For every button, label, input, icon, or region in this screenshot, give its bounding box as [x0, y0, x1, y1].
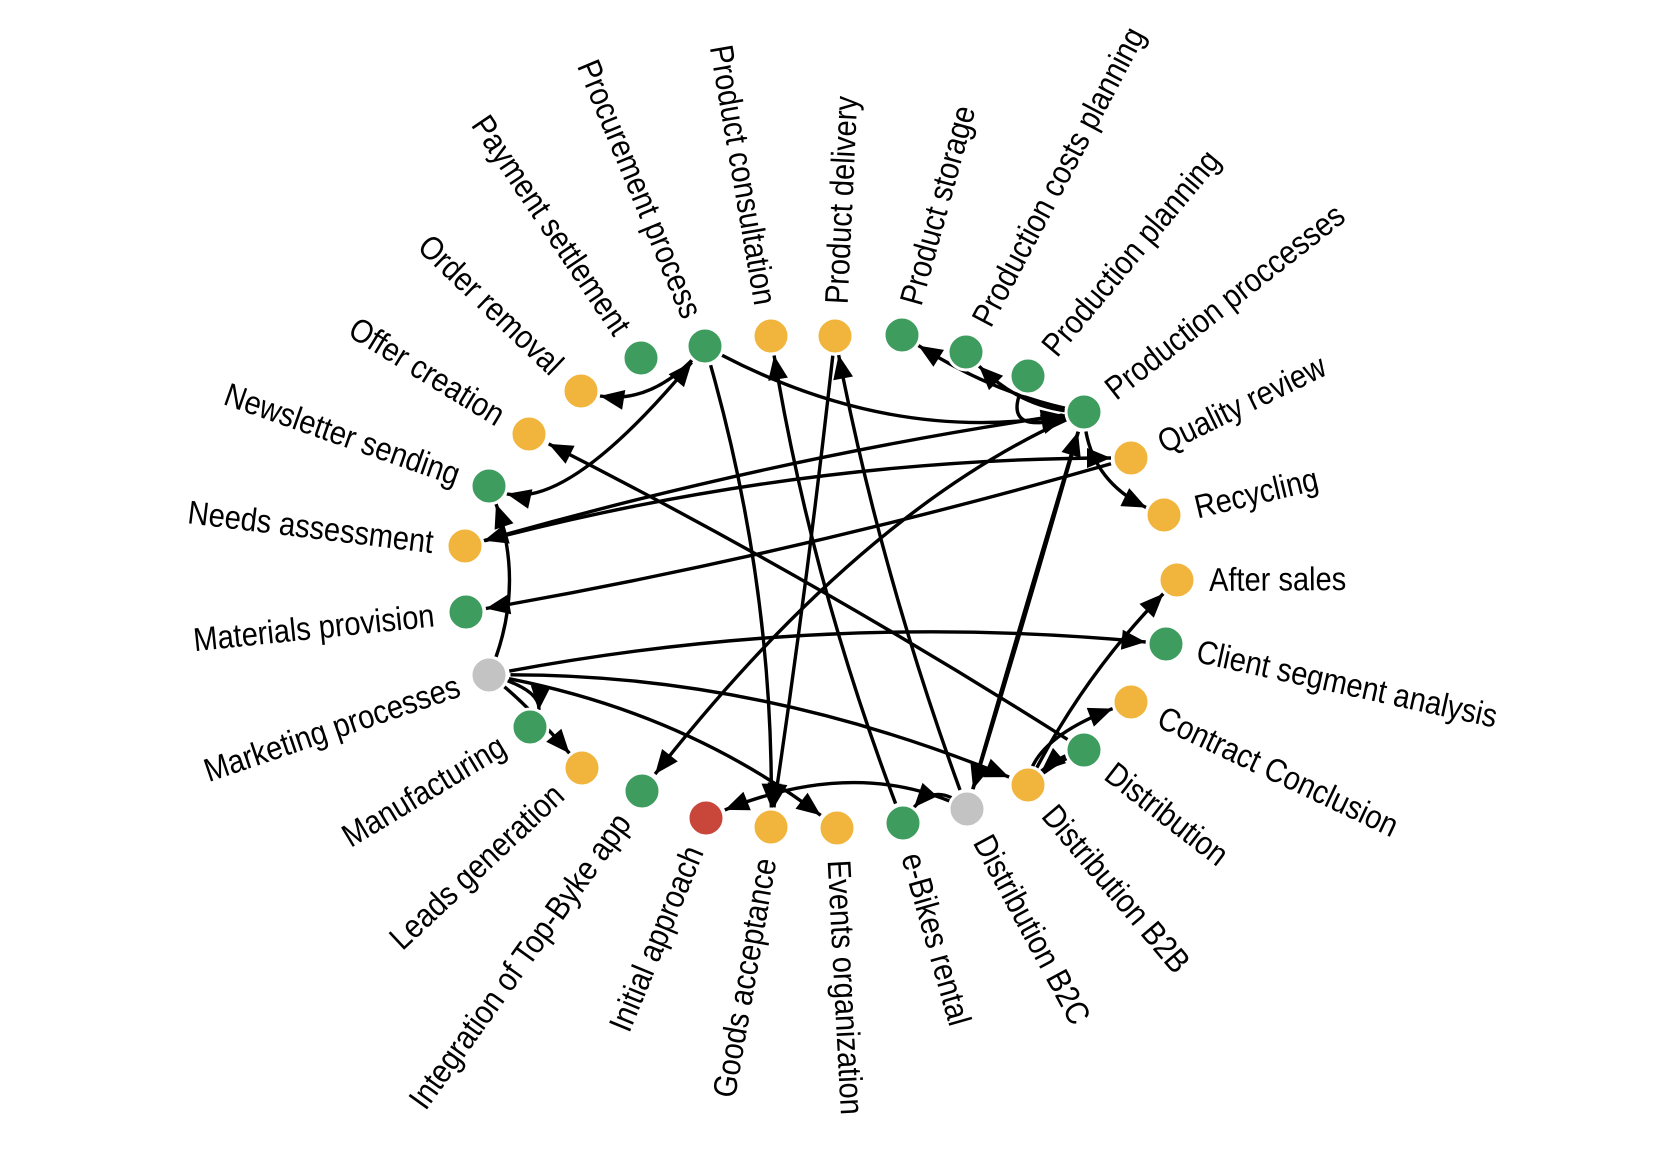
svg-text:After sales: After sales [1209, 560, 1346, 598]
